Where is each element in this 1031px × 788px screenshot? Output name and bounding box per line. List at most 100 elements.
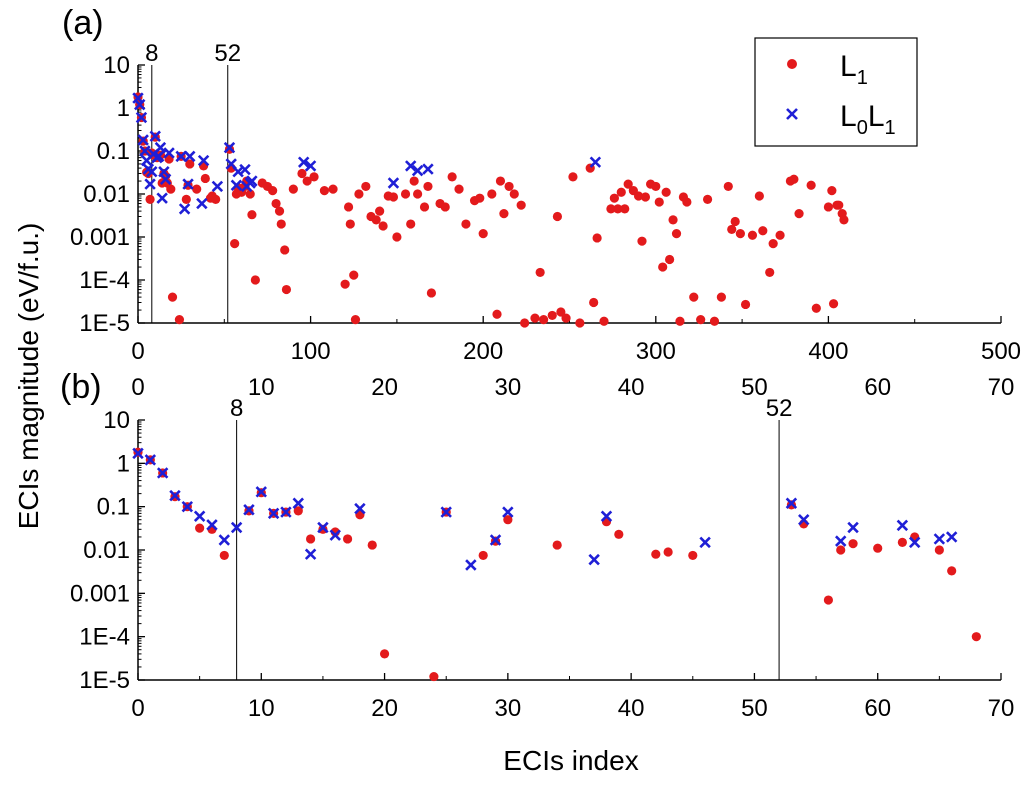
l0l1-point — [175, 150, 187, 163]
l1-point — [633, 191, 644, 201]
l1-point — [623, 179, 633, 189]
l1-point — [461, 219, 471, 229]
y-tick-label: 1E-5 — [79, 667, 130, 694]
l1-point — [219, 550, 229, 561]
l1-point — [345, 219, 355, 229]
l1-point — [839, 215, 849, 225]
l0l1-point — [246, 175, 258, 187]
l1-point — [181, 194, 191, 204]
l1-point — [696, 314, 706, 325]
l0l1-point — [169, 489, 181, 502]
l1-point — [794, 209, 804, 219]
l1-point — [848, 539, 858, 549]
l1-point — [637, 236, 647, 246]
y-tick-label: 0.1 — [97, 494, 130, 521]
l1-point — [754, 191, 764, 201]
l1-point — [195, 523, 205, 533]
l1-point — [658, 262, 668, 272]
l1-point — [547, 310, 557, 321]
l1-point — [616, 187, 626, 197]
l1-point — [328, 184, 338, 194]
l1-point — [663, 547, 673, 557]
l0l1-point — [785, 497, 798, 509]
y-tick-label: 1E-4 — [79, 267, 130, 294]
y-tick-label: 0.1 — [97, 138, 130, 165]
l0l1-point — [422, 163, 434, 175]
legend-marker-l1 — [787, 59, 797, 69]
l1-point — [280, 245, 290, 255]
reference-line-label: 52 — [766, 395, 793, 422]
l1-point — [873, 543, 883, 553]
x-tick-label: 500 — [981, 338, 1021, 365]
l1-point — [281, 284, 292, 295]
y-tick-label: 0.01 — [83, 537, 130, 564]
l1-point — [539, 314, 549, 325]
y-tick-label: 10 — [103, 407, 130, 434]
l1-point — [789, 174, 799, 184]
l1-point — [429, 671, 439, 682]
l0l1-point — [440, 506, 452, 518]
l1-point — [709, 316, 720, 326]
l1-point — [302, 176, 312, 186]
reference-line-label: 8 — [145, 40, 158, 67]
l0l1-point — [908, 536, 921, 549]
legend-label-l1: L1 — [840, 50, 868, 89]
l0l1-point — [411, 164, 424, 177]
l0l1-point — [835, 535, 847, 547]
l1-point — [423, 181, 433, 192]
l1-point — [775, 230, 785, 240]
panel-a-label: (a) — [62, 4, 104, 42]
l1-point — [561, 313, 571, 323]
l1-point — [503, 515, 513, 525]
l0l1-point — [896, 519, 909, 532]
l1-point — [614, 529, 624, 539]
l1-point — [276, 219, 286, 229]
l0l1-point — [502, 506, 514, 518]
l1-point — [392, 232, 402, 242]
legend-label-l0l1: L0L1 — [840, 100, 896, 139]
y-tick-label: 0.001 — [70, 580, 130, 607]
l0l1-point — [847, 521, 859, 534]
x-tick-label: 50 — [741, 695, 768, 722]
x-axis-title: ECIs index — [503, 745, 638, 776]
l1-point — [319, 185, 330, 196]
l1-point — [192, 184, 202, 194]
l1-point — [409, 176, 419, 186]
l1-point — [504, 181, 514, 192]
l0l1-point — [317, 521, 329, 534]
l1-point — [556, 307, 566, 317]
l0l1-point — [699, 536, 711, 549]
x-secondary-tick-label: 40 — [618, 374, 645, 401]
l1-point — [806, 180, 816, 190]
l1-point — [735, 228, 745, 239]
x-tick-label: 20 — [371, 695, 398, 722]
l1-point — [487, 189, 497, 199]
l0l1-point — [137, 134, 149, 146]
l1-point — [682, 197, 692, 207]
l0l1-point — [465, 559, 477, 571]
l0l1-point — [178, 203, 191, 215]
l1-point — [665, 254, 675, 265]
l1-point — [765, 267, 775, 278]
l0l1-point — [329, 529, 341, 541]
l1-point — [592, 233, 602, 243]
l1-point — [768, 239, 778, 249]
l1-point — [535, 267, 545, 278]
x-tick-label: 30 — [495, 695, 522, 722]
l0l1-point — [945, 531, 958, 543]
panel-b-label: (b) — [60, 368, 102, 406]
l1-point — [606, 204, 616, 214]
x-tick-label: 10 — [248, 695, 275, 722]
l1-point — [552, 211, 563, 222]
l1-point — [568, 172, 578, 182]
l0l1-point — [280, 506, 292, 518]
l1-point — [350, 314, 361, 325]
l0l1-point — [243, 504, 255, 516]
l1-point — [836, 545, 846, 555]
l1-point — [245, 189, 255, 199]
l1-point — [340, 279, 350, 289]
l1-point — [413, 189, 423, 199]
l0l1-point — [230, 521, 243, 534]
l1-point — [651, 549, 661, 559]
